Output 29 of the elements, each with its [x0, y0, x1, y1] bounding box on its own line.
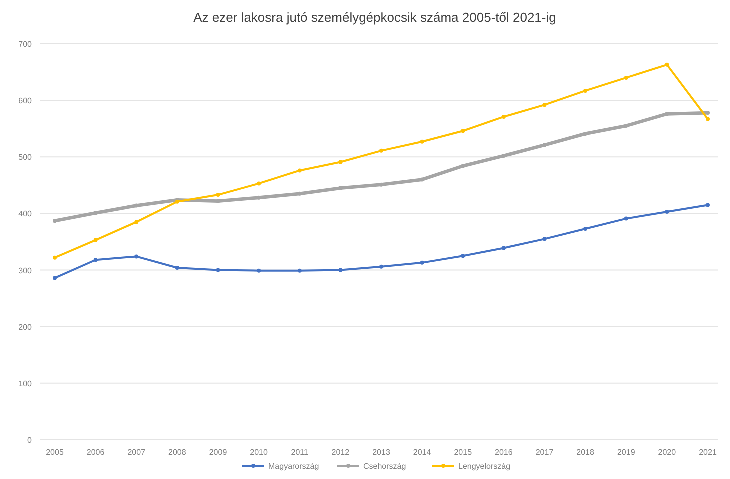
legend-label: Magyarország [268, 462, 320, 471]
y-tick-label: 500 [18, 153, 33, 162]
x-tick-label: 2008 [168, 448, 187, 457]
legend-label: Csehország [364, 462, 406, 471]
y-tick-label: 300 [18, 266, 33, 276]
y-tick-label: 200 [18, 322, 33, 332]
x-tick-label: 2007 [128, 448, 146, 457]
x-tick-label: 2009 [209, 448, 228, 457]
x-tick-label: 2005 [46, 448, 64, 457]
legend-label: Lengyelország [458, 462, 511, 471]
x-tick-label: 2017 [536, 448, 554, 457]
y-tick-label: 600 [18, 96, 33, 106]
x-tick-label: 2019 [617, 448, 636, 457]
chart-title: Az ezer lakosra jutó személygépkocsik száma 2005-től 2021-ig [194, 10, 556, 25]
x-tick-label: 2014 [413, 448, 432, 457]
y-tick-label: 400 [18, 210, 33, 219]
y-tick-label: 700 [18, 40, 33, 49]
y-tick-label: 0 [28, 436, 33, 445]
x-tick-label: 2006 [86, 448, 106, 457]
x-tick-label: 2021 [699, 448, 718, 457]
x-tick-label: 2012 [332, 448, 350, 457]
x-tick-label: 2013 [372, 448, 391, 457]
x-tick-label: 2015 [454, 448, 473, 457]
x-tick-label: 2011 [291, 448, 310, 457]
y-tick-label: 100 [18, 379, 33, 388]
x-tick-label: 2018 [576, 448, 596, 457]
x-tick-label: 2020 [658, 448, 677, 457]
x-tick-label: 2010 [250, 448, 269, 457]
x-tick-label: 2016 [495, 448, 514, 457]
